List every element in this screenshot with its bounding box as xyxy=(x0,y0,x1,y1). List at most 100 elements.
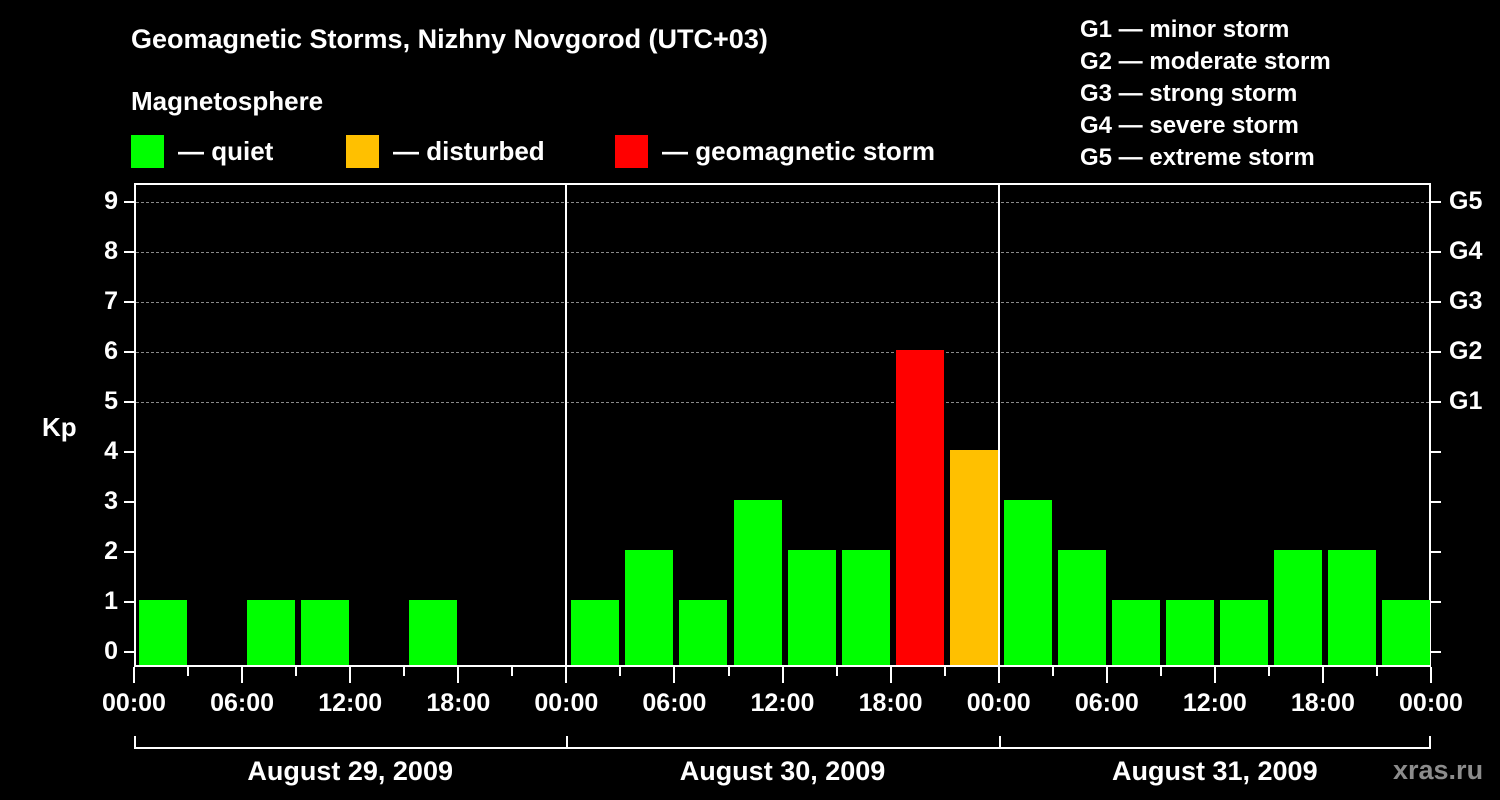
y-tick-right-4 xyxy=(1431,451,1441,453)
y-tick-4 xyxy=(124,451,134,453)
bar-quiet xyxy=(1382,600,1430,665)
storm-scale-g5: G5 — extreme storm xyxy=(1080,144,1315,171)
legend-label-disturbed: — disturbed xyxy=(393,135,545,166)
bar-storm xyxy=(895,350,944,665)
storm-scale-g4: G4 — severe storm xyxy=(1080,112,1299,139)
bar-quiet xyxy=(733,500,782,665)
right-axis-label-g3: G3 xyxy=(1449,287,1483,315)
x-tick-minor xyxy=(187,667,189,676)
legend-heading: Magnetosphere xyxy=(131,86,324,116)
right-axis-label-g4: G4 xyxy=(1449,237,1483,265)
x-tick-label: 06:00 xyxy=(642,689,707,717)
legend-storm: — geomagnetic storm xyxy=(615,134,935,168)
y-tick-label: 4 xyxy=(104,437,118,465)
bar-quiet xyxy=(409,600,458,665)
x-tick-major xyxy=(241,667,244,683)
x-tick-minor xyxy=(943,667,946,676)
y-tick-right-8 xyxy=(1431,251,1441,253)
day-bracket xyxy=(566,736,999,749)
x-tick-label: 12:00 xyxy=(750,689,815,717)
legend-swatch-disturbed xyxy=(346,134,379,168)
bar-quiet xyxy=(625,550,674,665)
legend-quiet: — quiet xyxy=(131,134,273,168)
x-tick-minor xyxy=(1267,667,1270,676)
right-axis-label-g2: G2 xyxy=(1449,337,1483,365)
x-tick-label: 00:00 xyxy=(1399,689,1463,717)
x-tick-label: 18:00 xyxy=(426,689,491,717)
y-tick-label: 3 xyxy=(104,487,118,515)
legend-swatch-storm xyxy=(615,134,648,168)
x-tick-label: 12:00 xyxy=(318,689,383,717)
y-tick-right-6 xyxy=(1431,351,1441,353)
y-tick-right-9 xyxy=(1431,201,1441,203)
x-tick-major xyxy=(349,667,352,683)
x-tick-label: 00:00 xyxy=(102,689,166,717)
right-axis-label-g1: G1 xyxy=(1449,387,1483,415)
storm-scale-g1: G1 — minor storm xyxy=(1080,16,1290,43)
x-tick-minor xyxy=(403,667,406,676)
day-separator xyxy=(565,185,568,665)
y-tick-right-5 xyxy=(1431,401,1441,403)
plot-area xyxy=(134,183,1431,667)
bar-quiet xyxy=(247,600,296,665)
y-tick-label: 8 xyxy=(104,237,118,265)
bar-quiet xyxy=(301,600,350,665)
day-label: August 30, 2009 xyxy=(679,756,886,786)
day-label: August 31, 2009 xyxy=(1112,756,1318,786)
day-bracket xyxy=(998,736,1431,749)
y-tick-right-1 xyxy=(1431,601,1441,603)
bar-quiet xyxy=(1219,600,1268,665)
x-tick-minor xyxy=(295,667,298,676)
bar-quiet xyxy=(841,550,890,665)
x-tick-major xyxy=(673,667,676,683)
y-tick-right-2 xyxy=(1431,551,1441,553)
gridline-kp-7 xyxy=(136,302,1429,303)
x-tick-minor xyxy=(511,667,514,676)
storm-scale-legend: G1 — minor storm G2 — moderate storm G3 … xyxy=(1080,14,1331,174)
x-tick-major xyxy=(1213,667,1216,683)
x-tick-label: 06:00 xyxy=(1074,689,1139,717)
y-tick-right-7 xyxy=(1431,301,1441,303)
bar-quiet xyxy=(787,550,836,665)
y-tick-1 xyxy=(124,601,134,603)
y-tick-2 xyxy=(124,551,134,553)
bar-disturbed xyxy=(949,450,998,665)
y-tick-3 xyxy=(124,501,134,503)
bar-quiet xyxy=(1003,500,1052,665)
y-tick-0 xyxy=(124,651,134,653)
x-tick-minor xyxy=(619,667,622,676)
y-tick-9 xyxy=(124,201,134,203)
bar-quiet xyxy=(1273,550,1322,665)
bar-quiet xyxy=(139,600,187,665)
y-tick-7 xyxy=(124,301,134,303)
legend-swatch-quiet xyxy=(131,134,164,168)
legend-label-storm: — geomagnetic storm xyxy=(662,135,936,166)
y-tick-label: 0 xyxy=(104,637,118,665)
x-tick-major xyxy=(1430,667,1432,683)
day-bracket xyxy=(134,736,567,749)
y-tick-right-3 xyxy=(1431,501,1441,503)
bar-quiet xyxy=(1165,600,1214,665)
bar-quiet xyxy=(1327,550,1376,665)
x-tick-major xyxy=(889,667,892,683)
x-tick-minor xyxy=(1376,667,1378,676)
y-tick-5 xyxy=(124,401,134,403)
right-axis-label-g5: G5 xyxy=(1449,187,1483,215)
bar-quiet xyxy=(571,600,620,665)
x-tick-major xyxy=(781,667,784,683)
day-label: August 29, 2009 xyxy=(247,756,453,786)
y-tick-label: 2 xyxy=(104,537,118,565)
x-tick-minor xyxy=(727,667,730,676)
x-tick-label: 12:00 xyxy=(1182,689,1247,717)
x-tick-label: 06:00 xyxy=(210,689,275,717)
x-tick-major xyxy=(1105,667,1108,683)
y-tick-8 xyxy=(124,251,134,253)
x-tick-label: 18:00 xyxy=(1290,689,1355,717)
bar-quiet xyxy=(1057,550,1106,665)
x-tick-label: 00:00 xyxy=(966,689,1031,717)
y-tick-label: 7 xyxy=(104,287,118,315)
x-tick-label: 00:00 xyxy=(534,689,599,717)
day-separator xyxy=(997,185,1000,665)
x-tick-major xyxy=(1321,667,1324,683)
legend-label-quiet: — quiet xyxy=(178,135,274,166)
